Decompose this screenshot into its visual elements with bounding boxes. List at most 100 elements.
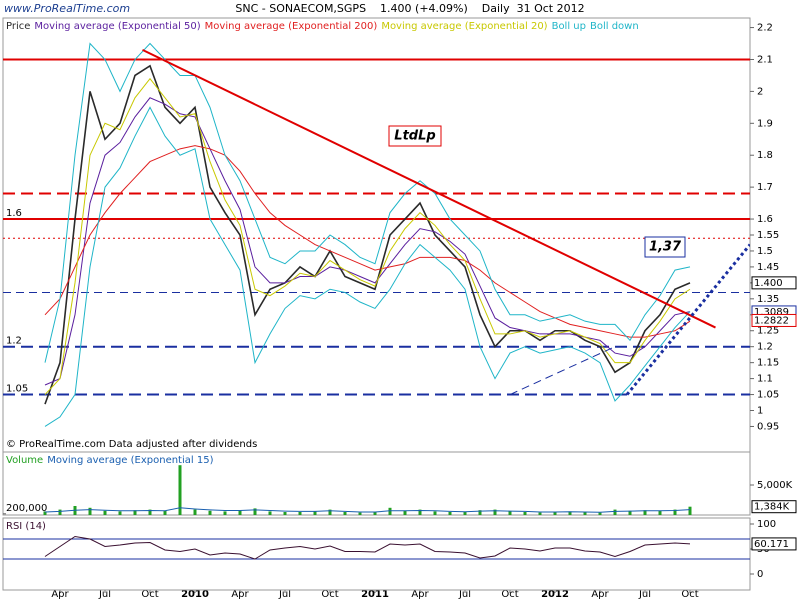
trend-line <box>509 346 616 396</box>
volume-bar <box>118 511 122 515</box>
volume-bar <box>58 509 62 515</box>
volume-bar <box>133 510 137 515</box>
volume-bar <box>538 512 542 515</box>
value-marker <box>751 313 797 327</box>
volume-bar <box>628 510 632 515</box>
panel-frame <box>2 451 751 516</box>
volume-bar <box>343 512 347 515</box>
volume-bar <box>208 510 212 515</box>
volume-bar <box>568 511 572 515</box>
legend-entry: Moving average (Exponential 20) <box>381 21 547 32</box>
volume-bar <box>313 511 317 515</box>
value-marker <box>751 500 797 514</box>
value-marker-label: 1.400 <box>754 278 783 289</box>
level-label: 1.05 <box>6 384 28 395</box>
legend-entry: Moving average (Exponential 200) <box>205 21 378 32</box>
volume-bar <box>523 512 527 515</box>
volume-bar <box>163 510 167 515</box>
value-marker-label: 1.3089 <box>754 307 789 318</box>
plot-area <box>44 42 750 427</box>
volume-bar <box>358 512 362 515</box>
legend-entry: RSI (14) <box>6 521 46 532</box>
x-tick-label: Apr <box>411 589 429 600</box>
volume-bar <box>673 509 677 515</box>
volume-bar <box>283 512 287 515</box>
legend: RSI (14) <box>6 521 46 532</box>
annotation-box <box>388 125 442 147</box>
y-tick-label: 0 <box>757 569 763 580</box>
volume-bar <box>553 512 557 515</box>
x-tick-label: Apr <box>51 589 69 600</box>
series-line <box>44 145 691 338</box>
level-label: 1.2 <box>6 336 22 347</box>
x-tick-label: 2012 <box>541 589 569 600</box>
value-marker-label: 1,384K <box>754 502 790 513</box>
y-tick-label: 0.95 <box>757 421 779 432</box>
volume-bar <box>493 509 497 515</box>
volume-bar <box>238 510 242 515</box>
legend-entry: Volume <box>6 455 43 466</box>
volume-bar <box>658 510 662 515</box>
series-line <box>44 535 691 560</box>
x-tick-label: Jul <box>638 589 651 600</box>
x-tick-label: Oct <box>141 589 158 600</box>
y-tick-label: 1.25 <box>757 326 779 337</box>
volume-bar <box>388 507 392 515</box>
volume-bar <box>103 510 107 515</box>
y-tick-label: 1.15 <box>757 358 779 369</box>
annotation: 1,37 <box>649 240 682 255</box>
chart-title: SNC - SONAECOM,SGPS 1.400 (+4.09%) Daily… <box>235 2 584 15</box>
y-tick-label: 1 <box>757 406 763 417</box>
value-marker-label: 1.2822 <box>754 315 789 326</box>
y-tick-label: 2 <box>757 86 763 97</box>
plot-area <box>43 465 692 515</box>
site-name: www.ProRealTime.com <box>4 2 130 15</box>
y-tick-label: 1.45 <box>757 262 779 273</box>
volume-bar <box>328 509 332 515</box>
volume-bar <box>298 512 302 515</box>
footnote: © ProRealTime.com Data adjusted after di… <box>6 439 257 450</box>
panel: 0.9511.051.11.151.21.251.31.351.41.451.5… <box>2 17 797 453</box>
series-line <box>44 77 691 395</box>
volume-bar <box>193 509 197 515</box>
y-tick-label: 2.2 <box>757 23 773 34</box>
legend-entry: Moving average (Exponential 50) <box>34 21 200 32</box>
x-tick-label: Jul <box>278 589 291 600</box>
level-label: 200,000 <box>6 503 47 514</box>
x-tick-label: 2010 <box>181 589 209 600</box>
y-tick-label: 1.05 <box>757 390 779 401</box>
volume-bar <box>688 506 692 515</box>
volume-bar <box>43 511 47 515</box>
annotation-box <box>644 236 686 258</box>
volume-bar <box>88 507 92 515</box>
plot-area <box>44 535 691 560</box>
legend: Volume Moving average (Exponential 15) <box>6 455 214 466</box>
y-tick-label: 1.35 <box>757 294 779 305</box>
volume-bar <box>223 511 227 515</box>
y-tick-label: 100 <box>757 519 776 530</box>
value-marker <box>751 276 797 290</box>
y-tick-label: 2.1 <box>757 54 773 65</box>
volume-bar <box>403 510 407 515</box>
y-tick-label: 1.7 <box>757 182 773 193</box>
volume-bar <box>448 512 452 515</box>
annotation: LtdLp <box>394 129 435 144</box>
legend-entry: Boll down <box>590 21 639 32</box>
y-tick-label: 1.1 <box>757 374 773 385</box>
x-tick-label: Oct <box>681 589 698 600</box>
series-line <box>44 64 691 405</box>
x-tick-label: Jul <box>458 589 471 600</box>
y-tick-label: 5,000K <box>757 480 793 491</box>
volume-bar <box>433 511 437 515</box>
legend: Price Moving average (Exponential 50) Movi… <box>6 21 639 32</box>
y-tick-label: 1.55 <box>757 230 779 241</box>
volume-bar <box>598 512 602 515</box>
volume-bar <box>178 465 182 515</box>
volume-bar <box>373 512 377 515</box>
volume-bar <box>478 510 482 515</box>
legend-entry: Price <box>6 21 30 32</box>
y-tick-label: 1.6 <box>757 214 773 225</box>
series-line <box>44 42 691 363</box>
volume-bar <box>508 511 512 515</box>
